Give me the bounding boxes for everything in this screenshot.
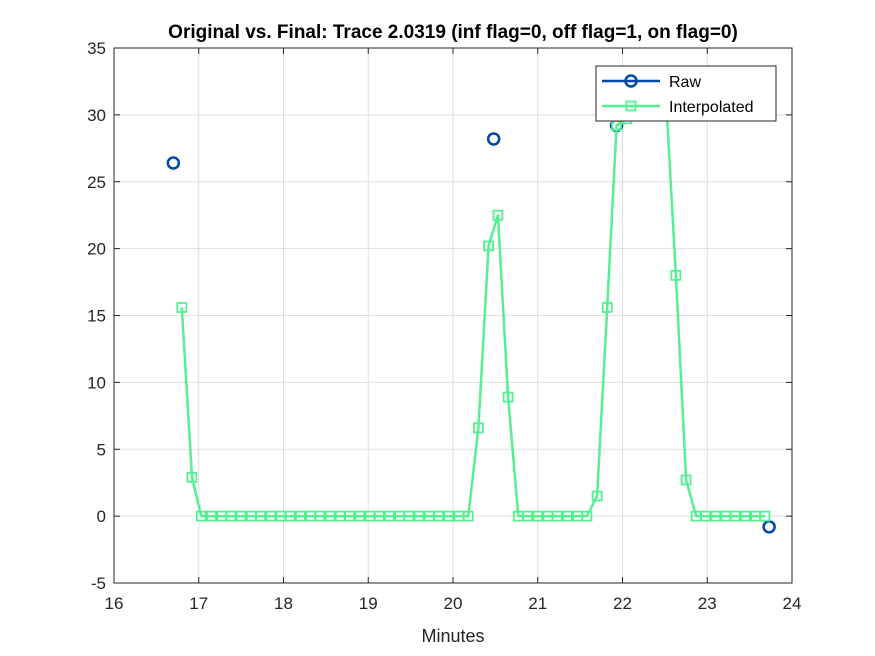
y-tick-label: 5 bbox=[97, 440, 106, 459]
x-tick-label: 21 bbox=[528, 594, 547, 613]
data-point bbox=[403, 510, 415, 522]
legend-box bbox=[595, 65, 777, 122]
data-point bbox=[166, 156, 181, 170]
data-point bbox=[670, 269, 682, 281]
series-line bbox=[180, 100, 765, 518]
data-point bbox=[710, 510, 722, 522]
data-point bbox=[235, 510, 247, 522]
data-point bbox=[562, 510, 573, 522]
x-tick-label: 24 bbox=[783, 594, 802, 613]
x-tick-label: 17 bbox=[189, 594, 208, 613]
data-point bbox=[186, 471, 198, 483]
y-tick-label: 30 bbox=[87, 106, 106, 125]
y-tick-label: 35 bbox=[87, 39, 106, 58]
x-tick-label: 18 bbox=[274, 594, 293, 613]
data-point bbox=[492, 209, 504, 221]
axis-ticks: 16 17 18 19 20 21 22 23 24 -5 0 5 10 15 20 25 30 35 bbox=[87, 39, 801, 613]
data-point bbox=[473, 422, 484, 434]
y-tick-label: 10 bbox=[87, 373, 106, 392]
legend-swatch-marker bbox=[624, 74, 638, 88]
data-point bbox=[739, 510, 751, 522]
y-tick-label: 20 bbox=[87, 240, 106, 259]
y-tick-label: 15 bbox=[87, 307, 106, 326]
data-point bbox=[443, 510, 455, 522]
data-point bbox=[413, 510, 425, 522]
data-point bbox=[225, 510, 237, 522]
data-point bbox=[314, 510, 326, 522]
data-point bbox=[551, 510, 563, 522]
data-point bbox=[354, 510, 366, 522]
legend-label: Raw bbox=[669, 74, 701, 91]
data-point bbox=[284, 510, 296, 522]
x-tick-label: 16 bbox=[105, 594, 124, 613]
series-interpolated bbox=[176, 96, 771, 522]
legend: Raw Interpolated bbox=[595, 65, 777, 122]
data-point bbox=[502, 391, 514, 403]
chart-title: Original vs. Final: Trace 2.0319 (inf fl… bbox=[168, 22, 738, 43]
data-point bbox=[700, 510, 711, 522]
data-point bbox=[591, 490, 603, 502]
data-point bbox=[373, 510, 385, 522]
data-point bbox=[486, 132, 501, 146]
legend-label: Interpolated bbox=[669, 99, 754, 116]
x-tick-label: 22 bbox=[613, 594, 632, 613]
x-axis-label: Minutes bbox=[421, 626, 484, 646]
series-layer bbox=[166, 96, 776, 534]
y-tick-label: 0 bbox=[97, 507, 106, 526]
y-tick-label: 25 bbox=[87, 173, 106, 192]
y-tick-label: -5 bbox=[91, 574, 106, 593]
data-point bbox=[759, 510, 771, 522]
data-point bbox=[206, 510, 217, 522]
data-point bbox=[483, 240, 494, 252]
data-point bbox=[522, 510, 533, 522]
x-tick-label: 19 bbox=[359, 594, 378, 613]
data-point bbox=[462, 510, 474, 522]
data-point bbox=[680, 474, 692, 486]
data-point bbox=[601, 302, 613, 313]
data-point bbox=[532, 510, 544, 522]
data-point bbox=[384, 510, 395, 522]
data-point bbox=[433, 510, 444, 522]
data-point bbox=[195, 510, 207, 522]
data-point bbox=[295, 510, 306, 522]
data-point bbox=[324, 510, 336, 522]
data-point bbox=[255, 510, 267, 522]
x-tick-label: 23 bbox=[698, 594, 717, 613]
data-point bbox=[265, 510, 277, 522]
legend-swatch-marker bbox=[625, 100, 637, 112]
data-point bbox=[176, 302, 188, 313]
data-point bbox=[581, 510, 593, 522]
data-point bbox=[344, 510, 356, 522]
x-tick-label: 20 bbox=[444, 594, 463, 613]
data-point bbox=[729, 510, 741, 522]
